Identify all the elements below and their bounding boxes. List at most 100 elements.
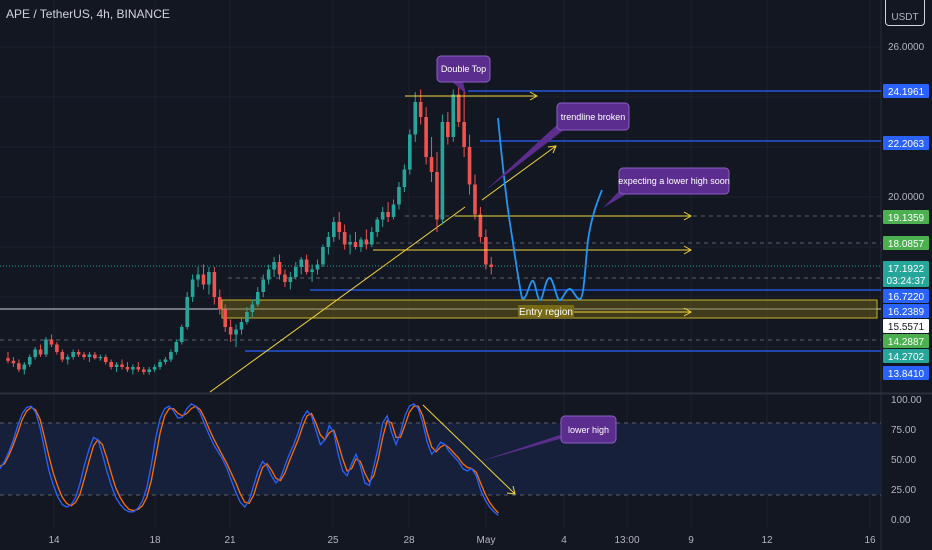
time-axis[interactable]: 14 18 21 25 28 May 4 13:00 9 12 16 (48, 535, 876, 546)
candle-body (337, 222, 342, 232)
arrow-rsi-down[interactable] (422, 404, 516, 495)
arrow-trendline-broken[interactable] (481, 145, 557, 201)
candle-body (359, 239, 363, 247)
candle-body (413, 102, 418, 135)
candle-body (375, 219, 380, 232)
callout-lower-high-soon-text: expecting a lower high soon (618, 176, 730, 186)
candle-body (321, 247, 325, 265)
rsi-tick-50: 50.00 (891, 455, 916, 466)
candle-body (304, 259, 309, 272)
candle-body (402, 169, 407, 187)
callout-lower-high-soon[interactable] (618, 167, 730, 195)
candle-body (33, 349, 37, 357)
candle-body (380, 212, 385, 220)
candle-body (277, 262, 282, 275)
price-label-bg (883, 289, 929, 303)
candle-body (179, 327, 184, 342)
symbol-exchange: BINANCE (116, 7, 170, 21)
candle-body (11, 360, 16, 364)
candle-body (103, 357, 108, 362)
candle-body (114, 364, 119, 367)
candle-body (332, 222, 336, 237)
arrow-double-top[interactable] (405, 91, 539, 101)
comma-1: , (89, 7, 97, 21)
price-label: 15.5571 (888, 322, 925, 333)
price-tick-20: 20.0000 (888, 192, 925, 203)
rsi-tick-0: 0.00 (891, 515, 911, 526)
candle-body (239, 322, 244, 330)
candle-body (228, 327, 233, 335)
candle-body (27, 357, 32, 365)
rsi-tick-75: 75.00 (891, 425, 916, 436)
candle-body (141, 369, 146, 372)
candle-body (120, 364, 124, 367)
candle-body (462, 122, 466, 147)
price-label-bg (883, 319, 929, 333)
callout-lower-high[interactable] (560, 415, 617, 444)
candle-body (250, 304, 255, 312)
callout-double-top[interactable] (436, 55, 491, 83)
candle-body (370, 232, 374, 245)
candle-body (310, 269, 314, 272)
candle-body (190, 279, 195, 297)
callout-trendline-tail (486, 122, 574, 190)
candle-body (169, 352, 173, 360)
candle-body (65, 357, 70, 360)
candle-body (364, 239, 369, 245)
entry-region-label-bg (518, 305, 574, 318)
time-tick-21: 21 (224, 535, 236, 546)
candle-body (478, 214, 483, 237)
time-tick-4: 4 (561, 535, 567, 546)
callout-trendline-broken[interactable] (556, 102, 630, 131)
candle-body (299, 259, 304, 267)
rsi-tick-100: 100.00 (891, 395, 922, 406)
candle-body (234, 329, 238, 335)
price-tick-26: 26.0000 (888, 42, 925, 53)
price-label: 14.2702 (888, 352, 925, 363)
candle-body (223, 309, 227, 327)
rsi-lines (0, 402, 499, 516)
arrow-18[interactable] (373, 245, 693, 255)
candle-body (283, 274, 287, 282)
rsi-axis[interactable]: 100.00 75.00 50.00 25.00 0.00 (891, 395, 922, 526)
candle-body (266, 269, 271, 280)
candle-body (6, 358, 10, 361)
candle-body (272, 262, 276, 270)
arrow-19[interactable] (455, 211, 693, 221)
price-axis[interactable]: 26.0000 20.0000 (888, 42, 925, 203)
candle-body (245, 312, 249, 322)
callout-lower-high-text: lower high (568, 425, 609, 435)
callout-double-top-text: Double Top (441, 64, 486, 74)
price-label-bg (883, 210, 929, 224)
candle-body (147, 369, 151, 372)
candle-body (136, 367, 141, 370)
price-labels: 24.1961 22.2063 19.1359 18.0857 17.192203:24… (883, 84, 929, 380)
candle-body (451, 94, 456, 137)
candle-body (456, 94, 461, 122)
price-label: 24.1961 (888, 87, 925, 98)
trendline[interactable] (209, 206, 466, 393)
price-label: 19.1359 (888, 213, 925, 224)
time-tick-1300: 13:00 (614, 535, 639, 546)
price-label-bg (883, 366, 929, 380)
candle-body (315, 264, 320, 270)
candle-body (71, 352, 75, 357)
candle-body (185, 297, 189, 327)
time-tick-16: 16 (864, 535, 876, 546)
candle-body (293, 267, 298, 277)
price-label-countdown: 03:24:37 (887, 276, 926, 287)
candle-body (435, 172, 439, 220)
symbol-legend[interactable]: APE / TetherUS, 4h, BINANCE (6, 7, 170, 21)
candle-body (342, 232, 347, 245)
comma-2: , (109, 7, 117, 21)
price-label: 22.2063 (888, 139, 925, 150)
projection-path[interactable] (497, 117, 603, 302)
candle-body (326, 237, 331, 247)
rsi-k-line (0, 402, 499, 516)
candle-body (207, 272, 211, 285)
price-label: 17.1922 (888, 264, 925, 275)
symbol-interval: 4h (96, 7, 110, 21)
currency-button[interactable]: USDT (885, 0, 925, 26)
